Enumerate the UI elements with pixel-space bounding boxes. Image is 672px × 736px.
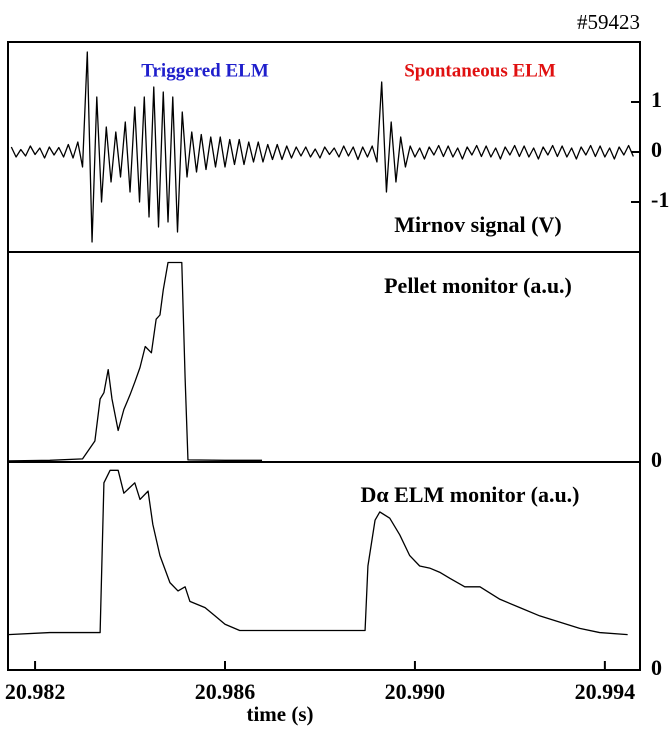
x-tick-label: 20.990 xyxy=(385,679,446,704)
annotation: Dα ELM monitor (a.u.) xyxy=(360,482,579,507)
x-axis-label: time (s) xyxy=(246,702,313,726)
x-tick-label: 20.986 xyxy=(195,679,256,704)
x-tick-label: 20.994 xyxy=(575,679,636,704)
y-tick-label: 0 xyxy=(651,137,662,162)
annotation: Spontaneous ELM xyxy=(404,60,556,81)
panel-frame xyxy=(7,461,641,671)
shot-number: #59423 xyxy=(577,10,640,34)
signal-line xyxy=(10,51,634,243)
y-tick-label: 0 xyxy=(651,655,662,680)
y-tick-label: 0 xyxy=(651,447,662,472)
signal-line xyxy=(7,469,628,636)
annotation: Triggered ELM xyxy=(141,60,269,81)
signal-line xyxy=(7,261,263,462)
x-tick-label: 20.982 xyxy=(5,679,66,704)
y-tick-label: 1 xyxy=(651,87,662,112)
y-tick-label: -1 xyxy=(651,187,669,212)
annotation: Mirnov signal (V) xyxy=(394,212,561,237)
annotation: Pellet monitor (a.u.) xyxy=(384,273,572,298)
